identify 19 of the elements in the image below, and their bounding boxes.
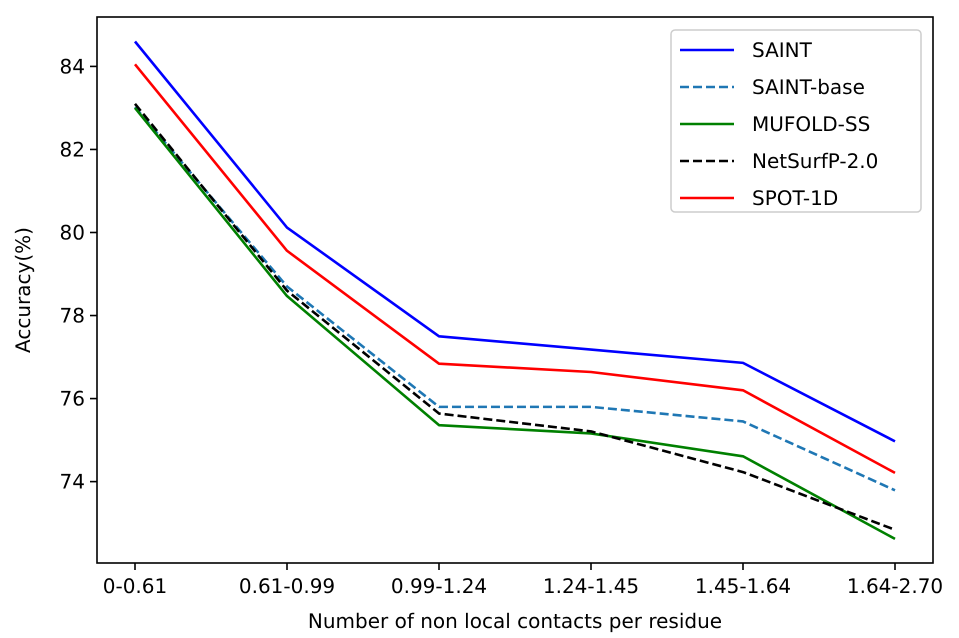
legend-label: SAINT [752,38,813,62]
x-tick-label: 0-0.61 [102,574,168,598]
legend-label: SPOT-1D [752,186,838,210]
y-tick-label: 84 [60,54,85,78]
legend-label: MUFOLD-SS [752,112,870,136]
legend-label: SAINT-base [752,75,865,99]
y-tick-label: 78 [60,304,85,328]
x-axis-title: Number of non local contacts per residue [308,609,722,633]
y-axis-title: Accuracy(%) [11,227,35,353]
y-tick-label: 82 [60,137,85,162]
x-tick-label: 1.45-1.64 [694,574,792,598]
x-tick-label: 1.24-1.45 [542,574,640,598]
x-tick-label: 0.61-0.99 [238,574,336,598]
y-tick-label: 80 [60,220,85,244]
y-tick-label: 76 [60,386,85,411]
legend-label: NetSurfP-2.0 [752,149,878,173]
x-tick-label: 0.99-1.24 [390,574,488,598]
x-tick-label: 1.64-2.70 [846,574,944,598]
y-tick-label: 74 [60,470,85,494]
